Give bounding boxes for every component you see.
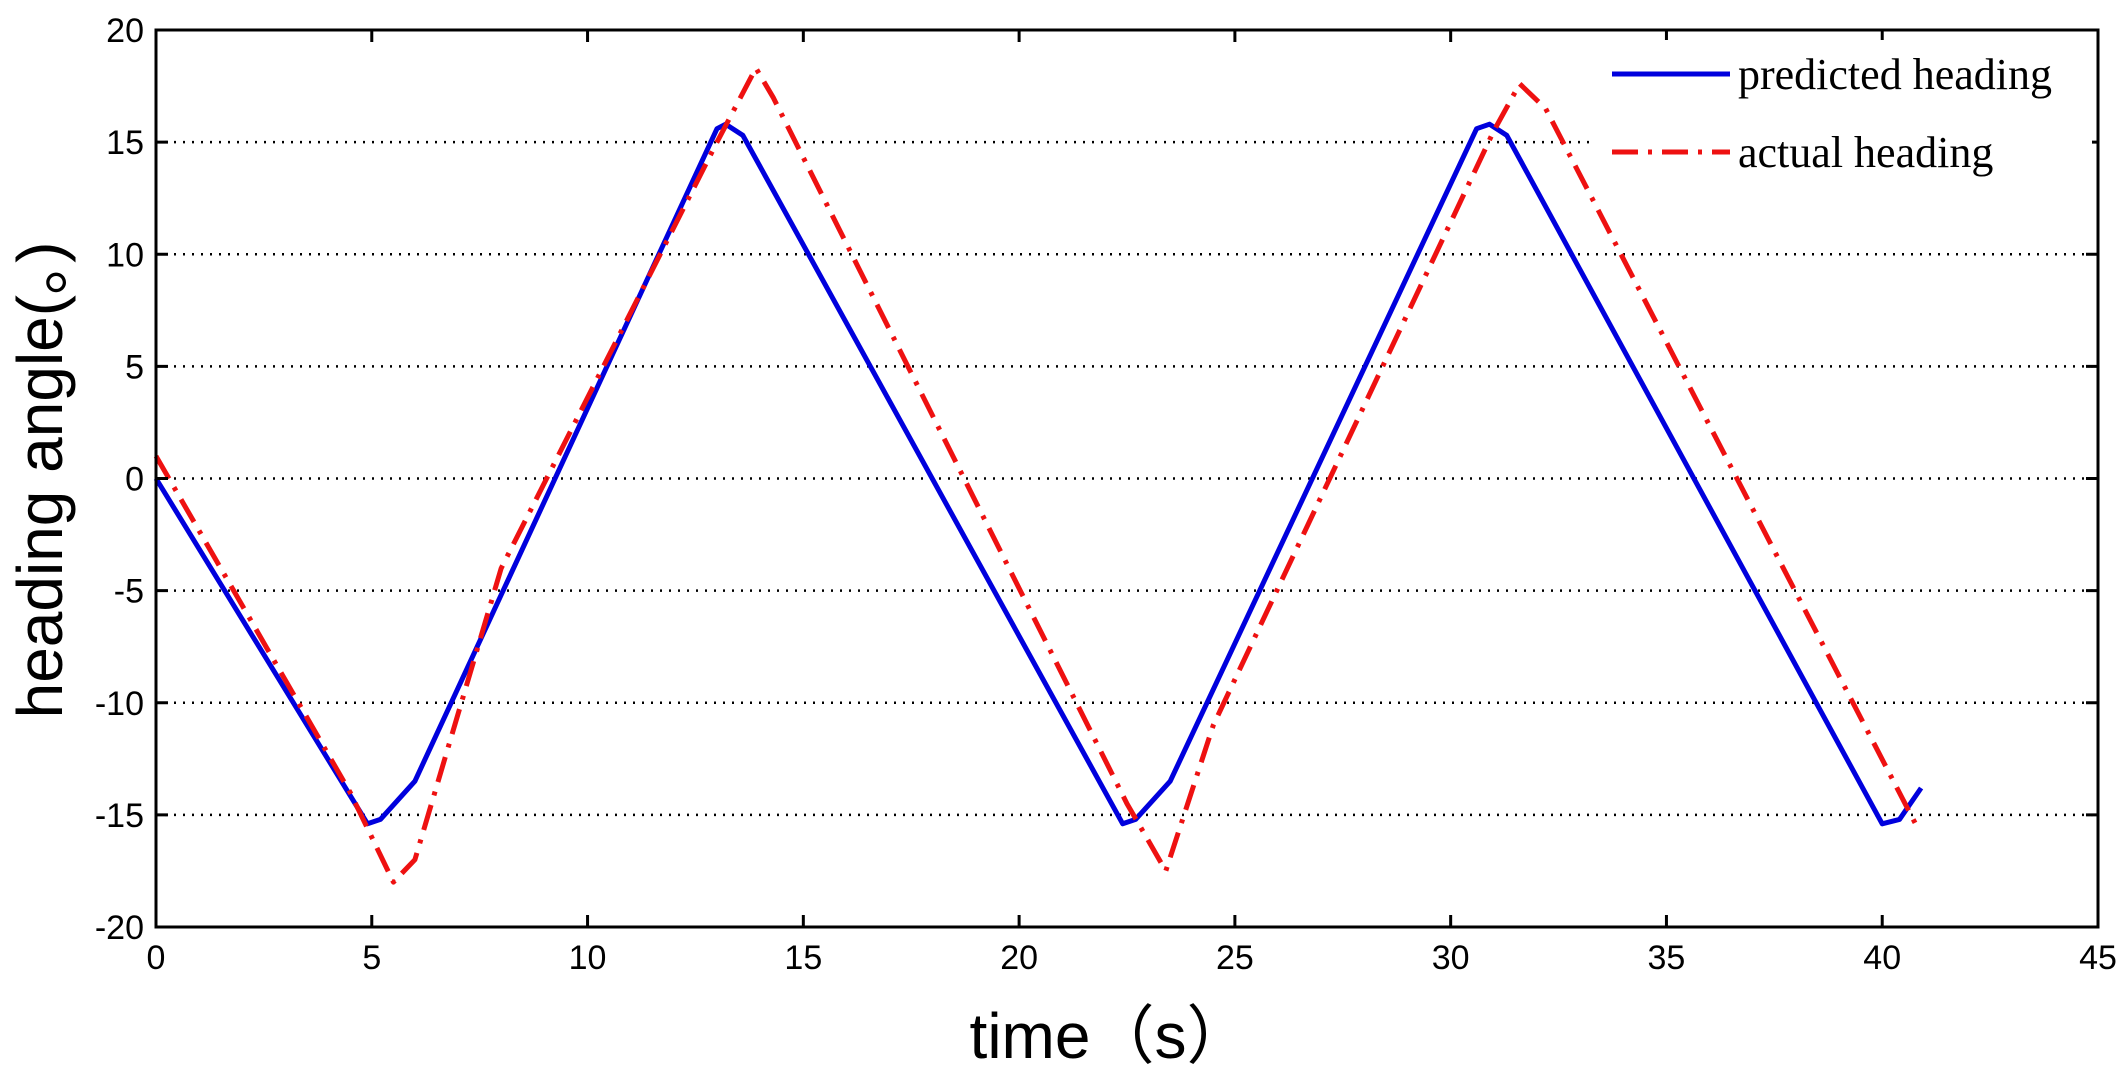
tick-labels: -20 -15 -10 -5 0 5 10 15 20 0 5 10 15 20 25 30 35 40 45 bbox=[95, 12, 2117, 977]
x-tick-label: 5 bbox=[362, 939, 381, 977]
y-tick-label: 5 bbox=[125, 348, 144, 386]
y-tick-label: 15 bbox=[106, 124, 144, 162]
x-tick-label: 20 bbox=[1000, 939, 1038, 977]
legend-label-predicted-heading: predicted heading bbox=[1738, 50, 2052, 99]
y-tick-label: -5 bbox=[114, 573, 144, 611]
x-tick-label: 40 bbox=[1863, 939, 1901, 977]
tick-layer bbox=[154, 28, 2100, 929]
y-tick-label: 20 bbox=[106, 12, 144, 50]
legend: predicted heading actual heading bbox=[1592, 40, 2092, 196]
x-tick-label: 25 bbox=[1216, 939, 1254, 977]
y-tick-label: 0 bbox=[125, 461, 144, 499]
x-tick-label: 35 bbox=[1648, 939, 1686, 977]
y-tick-label: -10 bbox=[95, 685, 144, 723]
x-tick-label: 15 bbox=[784, 939, 822, 977]
x-tick-label: 45 bbox=[2079, 939, 2117, 977]
series-line-actual-heading bbox=[153, 65, 1919, 885]
x-axis-label: time（s） bbox=[970, 1000, 1251, 1072]
legend-label-actual-heading: actual heading bbox=[1738, 128, 1993, 177]
y-tick-label: -20 bbox=[95, 909, 144, 947]
y-tick-label: 10 bbox=[106, 236, 144, 274]
x-tick-label: 10 bbox=[569, 939, 607, 977]
x-tick-label: 30 bbox=[1432, 939, 1470, 977]
y-axis-label: heading angle(。) bbox=[4, 242, 76, 719]
x-tick-label: 0 bbox=[147, 939, 166, 977]
y-tick-label: -15 bbox=[95, 797, 144, 835]
legend-box bbox=[1592, 40, 2092, 196]
series-line-predicted-heading bbox=[153, 121, 1924, 827]
series-layer bbox=[153, 65, 1924, 885]
